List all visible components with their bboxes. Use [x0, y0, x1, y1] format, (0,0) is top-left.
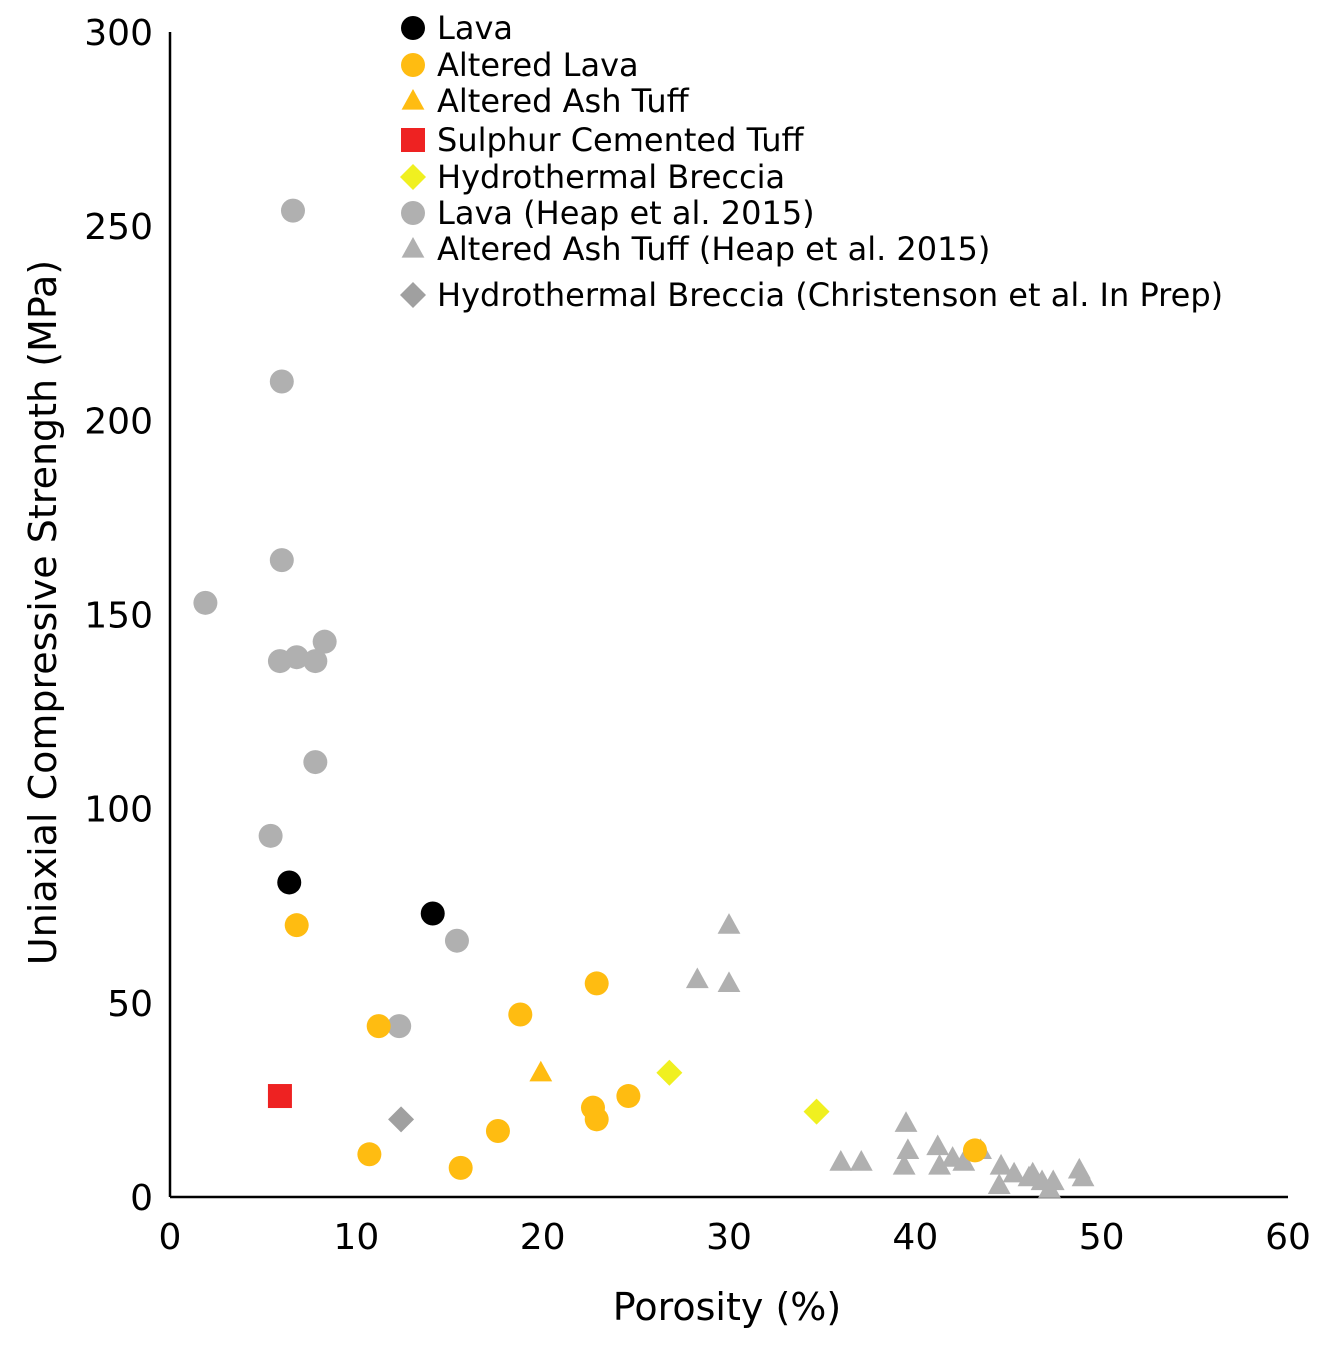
legend-label: Lava	[437, 9, 513, 47]
data-point-triangle	[952, 1150, 976, 1171]
x-tick-label: 20	[520, 1217, 566, 1258]
y-axis-title: Uniaxial Compressive Strength (MPa)	[21, 260, 65, 965]
data-points	[193, 198, 1095, 1198]
x-tick-label: 60	[1265, 1217, 1311, 1258]
data-point-circle	[269, 369, 294, 394]
data-point-circle	[387, 1014, 412, 1039]
data-point-triangle	[926, 1134, 950, 1156]
data-point-triangle	[987, 1173, 1011, 1194]
data-point-triangle	[685, 967, 709, 989]
data-point-diamond	[388, 1106, 415, 1133]
data-point-triangle	[894, 1111, 918, 1132]
legend-circle-marker	[401, 53, 425, 77]
data-point-triangle	[892, 1153, 916, 1175]
y-axis-ticks: 0 50 100 150 200 250 300	[84, 13, 153, 1219]
data-point-triangle	[896, 1138, 920, 1160]
data-point-triangle	[829, 1150, 853, 1171]
y-tick-label: 200	[84, 401, 153, 442]
data-point-triangle	[717, 971, 741, 993]
data-point-triangle	[1038, 1177, 1061, 1198]
data-point-circle	[303, 649, 328, 674]
data-point-triangle	[717, 913, 741, 934]
data-point-circle	[193, 590, 218, 615]
legend-circle-marker	[401, 201, 425, 225]
data-point-circle	[584, 971, 609, 996]
legend-triangle-marker	[401, 89, 425, 110]
y-tick-label: 0	[130, 1178, 153, 1219]
legend-label: Sulphur Cemented Tuff	[437, 121, 805, 159]
data-point-triangle	[1002, 1161, 1026, 1183]
data-point-circle	[357, 1142, 382, 1167]
x-tick-label: 0	[159, 1217, 182, 1258]
legend-square-marker	[401, 128, 425, 152]
y-tick-label: 300	[84, 13, 153, 54]
data-point-triangle	[989, 1153, 1013, 1175]
y-tick-label: 150	[84, 596, 153, 637]
data-point-circle	[962, 1138, 987, 1163]
data-point-circle	[284, 913, 309, 938]
data-point-circle	[284, 645, 309, 670]
data-point-circle	[277, 870, 302, 895]
data-point-circle	[269, 548, 294, 573]
data-point-triangle	[529, 1060, 553, 1082]
y-tick-label: 100	[84, 790, 153, 831]
data-point-triangle	[849, 1150, 873, 1171]
data-point-diamond	[803, 1098, 830, 1125]
x-tick-label: 10	[333, 1217, 379, 1258]
legend-label: Altered Ash Tuff (Heap et al. 2015)	[437, 230, 990, 268]
x-tick-label: 30	[706, 1217, 752, 1258]
data-point-circle	[303, 750, 328, 775]
legend-diamond-marker	[400, 282, 426, 308]
y-tick-label: 250	[84, 207, 153, 248]
legend-label: Hydrothermal Breccia (Christenson et al.…	[437, 276, 1223, 314]
x-tick-label: 50	[1079, 1217, 1125, 1258]
data-point-triangle	[928, 1153, 951, 1175]
data-point-circle	[508, 1002, 533, 1027]
y-tick-label: 50	[107, 984, 153, 1025]
data-point-triangle	[1017, 1165, 1041, 1187]
data-point-diamond	[656, 1059, 683, 1086]
x-axis-ticks: 0 10 20 30 40 50 60	[159, 1217, 1311, 1258]
legend-label: Altered Ash Tuff	[437, 82, 690, 120]
legend-label: Altered Lava	[437, 46, 639, 84]
data-point-circle	[448, 1155, 473, 1180]
data-point-triangle	[1071, 1165, 1095, 1187]
legend-label: Lava (Heap et al. 2015)	[437, 194, 815, 232]
x-tick-label: 40	[892, 1217, 938, 1258]
data-point-circle	[312, 629, 337, 654]
data-point-circle	[420, 901, 445, 926]
data-point-circle	[366, 1014, 391, 1039]
data-point-circle	[444, 928, 469, 953]
legend-triangle-marker	[401, 237, 425, 258]
legend-label: Hydrothermal Breccia	[437, 158, 785, 196]
data-point-circle	[258, 823, 283, 848]
data-point-circle	[280, 198, 305, 223]
data-point-square	[267, 1084, 292, 1109]
data-point-circle	[616, 1084, 641, 1109]
legend-circle-marker	[401, 16, 425, 40]
data-point-circle	[584, 1107, 609, 1132]
data-point-circle	[485, 1118, 510, 1143]
legend-diamond-marker	[400, 164, 426, 190]
x-axis-title: Porosity (%)	[613, 1285, 841, 1329]
